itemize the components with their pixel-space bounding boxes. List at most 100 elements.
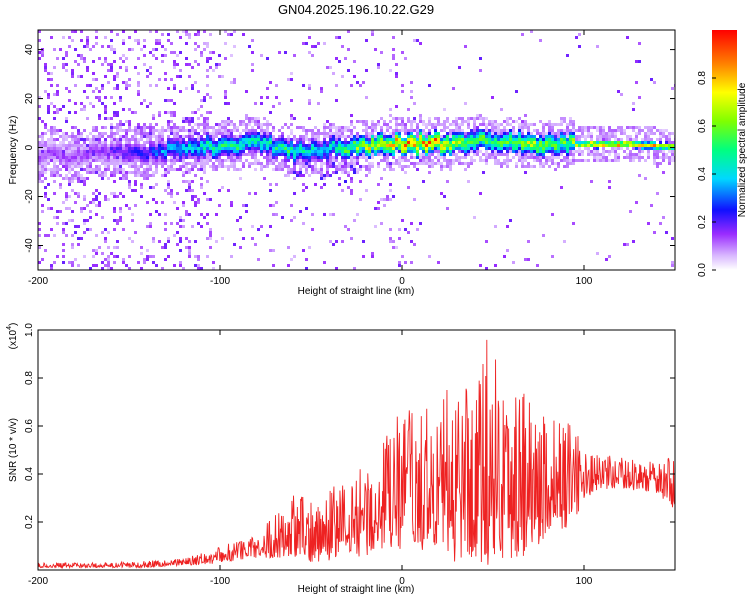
- heatmap-cell: [170, 144, 173, 147]
- heatmap-cell: [143, 54, 146, 57]
- heatmap-cell: [131, 219, 134, 222]
- heatmap-cell: [371, 129, 374, 132]
- heatmap-cell: [56, 108, 59, 111]
- heatmap-cell: [392, 246, 395, 249]
- heatmap-cell: [386, 150, 389, 153]
- heatmap-cell: [542, 141, 545, 144]
- heatmap-cell: [665, 144, 668, 147]
- heatmap-cell: [203, 129, 206, 132]
- heatmap-cell: [614, 135, 617, 138]
- heatmap-cell: [626, 147, 629, 150]
- heatmap-cell: [176, 243, 179, 246]
- heatmap-cell: [419, 114, 422, 117]
- heatmap-cell: [452, 132, 455, 135]
- heatmap-cell: [278, 141, 281, 144]
- heatmap-cell: [65, 174, 68, 177]
- heatmap-cell: [128, 36, 131, 39]
- heatmap-cell: [473, 144, 476, 147]
- heatmap-cell: [113, 156, 116, 159]
- heatmap-cell: [227, 165, 230, 168]
- heatmap-cell: [419, 141, 422, 144]
- heatmap-cell: [389, 240, 392, 243]
- heatmap-cell: [614, 159, 617, 162]
- heatmap-cell: [362, 135, 365, 138]
- heatmap-cell: [128, 207, 131, 210]
- heatmap-cell: [476, 150, 479, 153]
- heatmap-cell: [122, 123, 125, 126]
- heatmap-cell: [269, 189, 272, 192]
- heatmap-cell: [506, 225, 509, 228]
- heatmap-cell: [350, 237, 353, 240]
- heatmap-cell: [656, 156, 659, 159]
- heatmap-cell: [608, 126, 611, 129]
- heatmap-cell: [542, 132, 545, 135]
- heatmap-cell: [398, 150, 401, 153]
- heatmap-cell: [590, 153, 593, 156]
- heatmap-cell: [608, 159, 611, 162]
- heatmap-cell: [440, 144, 443, 147]
- heatmap-cell: [314, 153, 317, 156]
- heatmap-cell: [524, 120, 527, 123]
- heatmap-cell: [86, 147, 89, 150]
- heatmap-cell: [50, 159, 53, 162]
- heatmap-cell: [548, 141, 551, 144]
- heatmap-cell: [455, 147, 458, 150]
- heatmap-cell: [116, 75, 119, 78]
- heatmap-cell: [620, 132, 623, 135]
- heatmap-cell: [149, 129, 152, 132]
- heatmap-cell: [326, 156, 329, 159]
- heatmap-cell: [128, 186, 131, 189]
- heatmap-cell: [356, 168, 359, 171]
- heatmap-cell: [341, 132, 344, 135]
- heatmap-cell: [536, 141, 539, 144]
- heatmap-cell: [56, 168, 59, 171]
- heatmap-cell: [488, 153, 491, 156]
- heatmap-cell: [383, 168, 386, 171]
- heatmap-cell: [287, 150, 290, 153]
- heatmap-cell: [350, 150, 353, 153]
- heatmap-cell: [128, 267, 131, 270]
- heatmap-cell: [485, 150, 488, 153]
- heatmap-cell: [278, 51, 281, 54]
- heatmap-cell: [239, 168, 242, 171]
- heatmap-cell: [269, 183, 272, 186]
- heatmap-cell: [152, 174, 155, 177]
- heatmap-cell: [155, 84, 158, 87]
- heatmap-cell: [341, 45, 344, 48]
- heatmap-cell: [299, 135, 302, 138]
- heatmap-cell: [197, 222, 200, 225]
- heatmap-cell: [128, 78, 131, 81]
- heatmap-cell: [167, 168, 170, 171]
- heatmap-cell: [461, 141, 464, 144]
- heatmap-cell: [185, 162, 188, 165]
- heatmap-cell: [356, 147, 359, 150]
- heatmap-cell: [251, 69, 254, 72]
- heatmap-cell: [287, 135, 290, 138]
- heatmap-cell: [167, 237, 170, 240]
- heatmap-cell: [155, 153, 158, 156]
- heatmap-cell: [152, 135, 155, 138]
- heatmap-cell: [125, 144, 128, 147]
- heatmap-cell: [503, 120, 506, 123]
- heatmap-cell: [188, 255, 191, 258]
- heatmap-cell: [119, 150, 122, 153]
- heatmap-cell: [356, 153, 359, 156]
- heatmap-cell: [506, 123, 509, 126]
- heatmap-cell: [164, 222, 167, 225]
- heatmap-cell: [305, 258, 308, 261]
- heatmap-cell: [593, 126, 596, 129]
- heatmap-cell: [116, 33, 119, 36]
- heatmap-cell: [557, 123, 560, 126]
- heatmap-cell: [290, 114, 293, 117]
- heatmap-cell: [188, 135, 191, 138]
- heatmap-cell: [137, 90, 140, 93]
- heatmap-cell: [170, 132, 173, 135]
- heatmap-cell: [293, 168, 296, 171]
- heatmap-cell: [212, 267, 215, 270]
- heatmap-cell: [359, 147, 362, 150]
- heatmap-cell: [110, 45, 113, 48]
- heatmap-cell: [71, 234, 74, 237]
- heatmap-cell: [311, 171, 314, 174]
- heatmap-cell: [167, 144, 170, 147]
- heatmap-cell: [512, 129, 515, 132]
